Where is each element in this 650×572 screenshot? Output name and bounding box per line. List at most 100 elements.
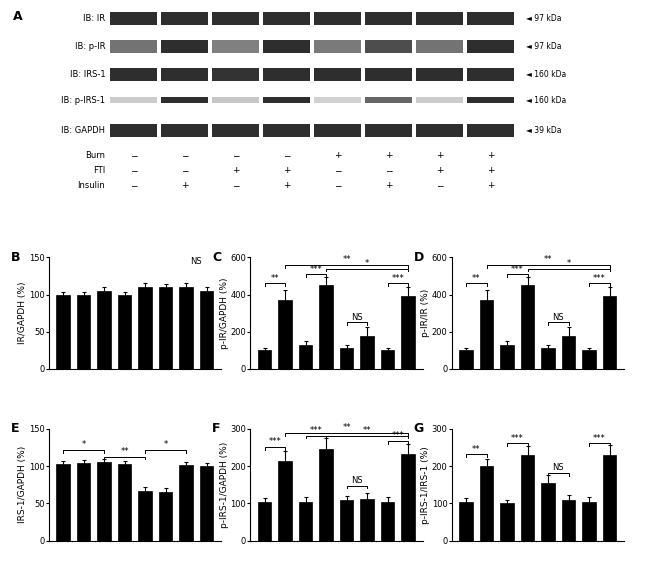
- Bar: [263, 68, 310, 81]
- Bar: [161, 12, 209, 25]
- Text: −: −: [385, 166, 393, 176]
- Text: *: *: [365, 259, 369, 268]
- Y-axis label: p-IRS-1/IRS-1 (%): p-IRS-1/IRS-1 (%): [421, 446, 430, 523]
- Bar: [416, 124, 463, 137]
- Bar: [111, 12, 157, 25]
- Bar: [57, 295, 70, 369]
- Bar: [562, 336, 575, 369]
- Bar: [416, 97, 463, 104]
- Text: +: +: [283, 166, 291, 176]
- Bar: [562, 500, 575, 541]
- Text: +: +: [334, 152, 341, 160]
- Bar: [416, 40, 463, 53]
- Text: −: −: [436, 181, 443, 190]
- Y-axis label: IR/GAPDH (%): IR/GAPDH (%): [18, 282, 27, 344]
- Text: **: **: [120, 447, 129, 456]
- Bar: [402, 296, 415, 369]
- Bar: [340, 500, 354, 541]
- Text: **: **: [343, 423, 351, 432]
- Text: *: *: [81, 440, 86, 449]
- Bar: [314, 124, 361, 137]
- Bar: [361, 336, 374, 369]
- Bar: [258, 350, 271, 369]
- Bar: [603, 455, 616, 541]
- Text: +: +: [385, 181, 393, 190]
- Bar: [299, 345, 312, 369]
- Text: ***: ***: [511, 434, 524, 443]
- Text: −: −: [130, 152, 138, 160]
- Bar: [161, 97, 209, 104]
- Y-axis label: IRS-1/GAPDH (%): IRS-1/GAPDH (%): [18, 446, 27, 523]
- Text: +: +: [283, 181, 291, 190]
- Bar: [263, 12, 310, 25]
- Bar: [213, 12, 259, 25]
- Bar: [57, 464, 70, 541]
- Bar: [365, 12, 412, 25]
- Bar: [319, 450, 333, 541]
- Text: −: −: [232, 181, 240, 190]
- Bar: [263, 124, 310, 137]
- Bar: [402, 454, 415, 541]
- Bar: [278, 300, 292, 369]
- Bar: [213, 97, 259, 104]
- Bar: [111, 40, 157, 53]
- Text: Burn: Burn: [85, 152, 105, 160]
- Bar: [314, 40, 361, 53]
- Bar: [118, 464, 131, 541]
- Text: −: −: [334, 166, 341, 176]
- Text: ***: ***: [593, 274, 606, 283]
- Bar: [365, 124, 412, 137]
- Text: ***: ***: [268, 437, 281, 446]
- Text: **: **: [363, 426, 371, 435]
- Text: NS: NS: [190, 257, 202, 267]
- Text: NS: NS: [351, 476, 363, 485]
- Bar: [521, 285, 534, 369]
- Text: IB: GAPDH: IB: GAPDH: [61, 126, 105, 134]
- Text: ◄ 97 kDa: ◄ 97 kDa: [526, 14, 561, 23]
- Text: −: −: [181, 152, 188, 160]
- Bar: [381, 502, 395, 541]
- Text: Insulin: Insulin: [77, 181, 105, 190]
- Bar: [179, 464, 193, 541]
- Text: +: +: [385, 152, 393, 160]
- Bar: [467, 97, 514, 104]
- Bar: [213, 124, 259, 137]
- Text: ◄ 39 kDa: ◄ 39 kDa: [526, 126, 561, 134]
- Text: D: D: [414, 251, 424, 264]
- Bar: [314, 68, 361, 81]
- Bar: [118, 295, 131, 369]
- Text: +: +: [232, 166, 240, 176]
- Bar: [365, 68, 412, 81]
- Text: +: +: [436, 152, 443, 160]
- Text: **: **: [472, 274, 480, 283]
- Text: **: **: [544, 255, 552, 264]
- Text: −: −: [181, 166, 188, 176]
- Bar: [460, 350, 473, 369]
- Bar: [159, 287, 172, 369]
- Text: C: C: [213, 251, 222, 264]
- Text: −: −: [130, 181, 138, 190]
- Bar: [200, 291, 213, 369]
- Bar: [161, 68, 209, 81]
- Text: *: *: [567, 259, 571, 268]
- Bar: [314, 97, 361, 104]
- Bar: [263, 40, 310, 53]
- Bar: [314, 12, 361, 25]
- Bar: [138, 287, 152, 369]
- Bar: [138, 491, 152, 541]
- Text: ◄ 160 kDa: ◄ 160 kDa: [526, 70, 566, 79]
- Text: ***: ***: [391, 274, 404, 283]
- Bar: [179, 287, 193, 369]
- Text: −: −: [130, 166, 138, 176]
- Bar: [213, 40, 259, 53]
- Bar: [467, 68, 514, 81]
- Text: E: E: [11, 422, 20, 435]
- Bar: [541, 483, 555, 541]
- Y-axis label: p-IR/GAPDH (%): p-IR/GAPDH (%): [220, 277, 229, 349]
- Bar: [603, 296, 616, 369]
- Bar: [111, 124, 157, 137]
- Bar: [582, 350, 596, 369]
- Bar: [500, 345, 514, 369]
- Bar: [77, 463, 90, 541]
- Bar: [111, 97, 157, 104]
